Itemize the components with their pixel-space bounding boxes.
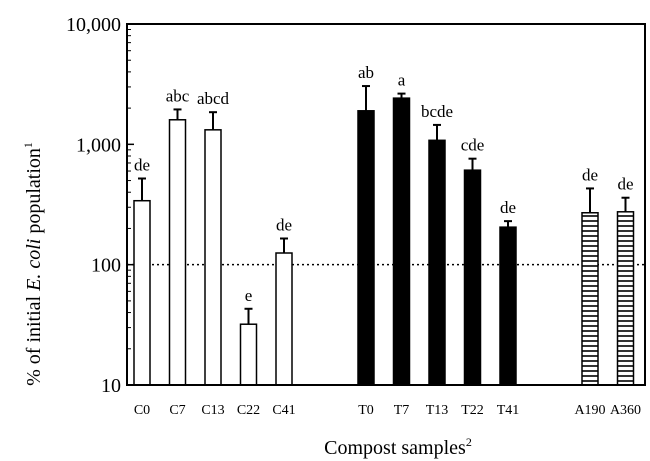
x-tick-label-c0: C0	[134, 403, 150, 418]
significance-label-c13: abcd	[197, 89, 230, 108]
significance-label-t41: de	[500, 198, 516, 217]
x-axis-title-text: Compost samples	[324, 437, 466, 459]
x-tick-label-t22: T22	[461, 403, 484, 418]
y-axis-title-italic: E. coli	[23, 239, 45, 292]
y-axis-title-prefix: % of initial	[23, 291, 45, 386]
bar-a360	[616, 211, 635, 386]
x-tick-label-t13: T13	[426, 403, 449, 418]
y-axis-title-superscript: 1	[21, 142, 35, 148]
bar-c0	[133, 199, 151, 386]
significance-label-t13: bcde	[421, 102, 453, 121]
bar-a190	[581, 212, 599, 386]
significance-label-a360: de	[617, 175, 633, 194]
y-tick-label: 10,000	[66, 14, 121, 36]
significance-label-t0: ab	[358, 63, 374, 82]
x-tick-label-t0: T0	[358, 403, 374, 418]
y-tick-label: 100	[91, 255, 121, 277]
significance-label-c0: de	[134, 156, 150, 175]
x-axis-title: Compost samples2	[324, 435, 472, 459]
y-axis-title: % of initial E. coli population1	[21, 142, 45, 386]
plot-frame	[126, 23, 646, 386]
y-axis-ticks: 10 100 1,000 10,000	[66, 14, 134, 397]
bar-t13	[428, 139, 446, 386]
significance-label-c41: de	[276, 215, 292, 234]
y-tick-label: 1,000	[76, 134, 121, 156]
bar-c22	[239, 323, 258, 386]
x-tick-label-t41: T41	[497, 403, 520, 418]
x-axis-labels: C0 C7 C13 C22 C41 T0 T7 T13 T22 T41 A190 A360	[134, 403, 641, 418]
x-tick-label-c7: C7	[169, 403, 185, 418]
x-tick-label-c22: C22	[237, 403, 260, 418]
significance-label-t22: cde	[461, 136, 485, 155]
bar-c41	[275, 252, 293, 386]
y-tick-label: 10	[101, 375, 121, 397]
significance-label-a190: de	[582, 165, 598, 184]
significance-label-c7: abc	[166, 86, 190, 105]
significance-label-c22: e	[245, 286, 253, 305]
x-tick-label-c13: C13	[201, 403, 224, 418]
bar-c7	[168, 119, 187, 386]
bar-t0	[357, 110, 375, 386]
x-tick-label-t7: T7	[394, 403, 410, 418]
bar-t7	[392, 97, 411, 386]
x-tick-label-a190: A190	[574, 403, 605, 418]
significance-label-t7: a	[398, 71, 406, 90]
bar-t41	[499, 226, 517, 386]
bar-t22	[463, 169, 482, 386]
y-axis-title-suffix: population	[23, 148, 45, 239]
x-tick-label-c41: C41	[272, 403, 295, 418]
x-tick-label-a360: A360	[610, 403, 641, 418]
x-axis-title-superscript: 2	[466, 435, 472, 449]
bar-c13	[204, 129, 222, 386]
